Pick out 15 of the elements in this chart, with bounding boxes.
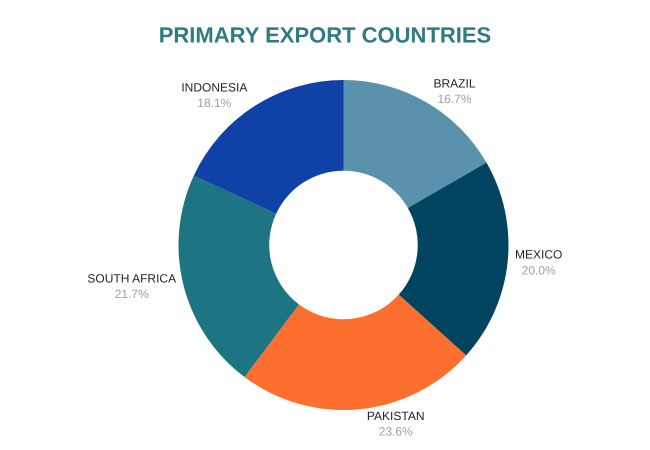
slice-label: PAKISTAN — [366, 409, 425, 424]
data-label: 18.1% — [197, 96, 232, 110]
slice-label: MEXICO — [514, 248, 562, 262]
data-label: 21.7% — [114, 286, 150, 301]
data-label: 16.7% — [437, 92, 472, 106]
slice-label: SOUTH AFRICA — [87, 271, 176, 286]
donut-slice — [398, 162, 508, 356]
slice-label: BRAZIL — [433, 76, 476, 90]
donut-slice — [244, 294, 466, 410]
data-label: 20.0% — [522, 263, 556, 278]
slice-label: INDONESIA — [181, 80, 248, 95]
data-label: 23.6% — [378, 424, 414, 439]
donut-slice — [344, 80, 486, 208]
chart-title: PRIMARY EXPORT COUNTRIES — [158, 22, 492, 48]
donut-slice — [178, 176, 299, 378]
